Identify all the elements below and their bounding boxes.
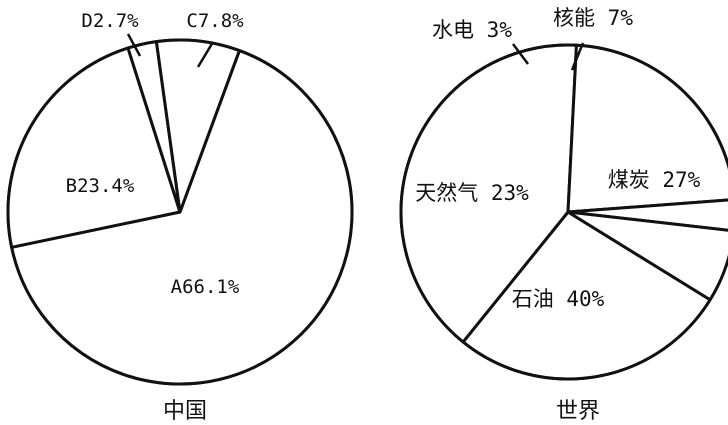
china-slice-1 xyxy=(6,46,182,249)
world-caption: 世界 xyxy=(556,399,600,424)
world-pie-chart: 煤炭 27% 石油 40% 天然气 23% 水电 3% 核能 7% 世界 xyxy=(399,6,728,424)
china-leader-line-3 xyxy=(196,41,215,68)
china-slice-label-3: C7.8% xyxy=(186,10,244,32)
world-slice-3 xyxy=(566,198,728,232)
world-slice-label-0: 煤炭 27% xyxy=(608,168,701,192)
world-slice-label-3: 水电 3% xyxy=(432,18,512,42)
china-slice-0 xyxy=(10,49,354,386)
china-leader-line-2 xyxy=(126,33,142,57)
china-caption: 中国 xyxy=(163,399,207,424)
world-slice-0 xyxy=(461,210,712,381)
world-slice-2 xyxy=(566,43,728,214)
china-slice-label-2: D2.7% xyxy=(81,10,139,32)
world-slice-label-2: 天然气 23% xyxy=(415,181,529,205)
china-slice-label-1: B23.4% xyxy=(66,175,135,197)
world-leader-line-3 xyxy=(512,43,529,65)
world-slice-1 xyxy=(399,43,578,344)
china-slice-3 xyxy=(154,38,241,214)
world-leader-line-4 xyxy=(570,42,585,71)
world-slice-label-1: 石油 40% xyxy=(512,287,605,311)
china-slice-label-0: A66.1% xyxy=(171,276,240,298)
china-pie-chart: A66.1% B23.4% D2.7% C7.8% 中国 xyxy=(6,10,354,424)
world-slice-label-4: 核能 7% xyxy=(553,6,633,30)
world-slice-4 xyxy=(566,210,728,302)
